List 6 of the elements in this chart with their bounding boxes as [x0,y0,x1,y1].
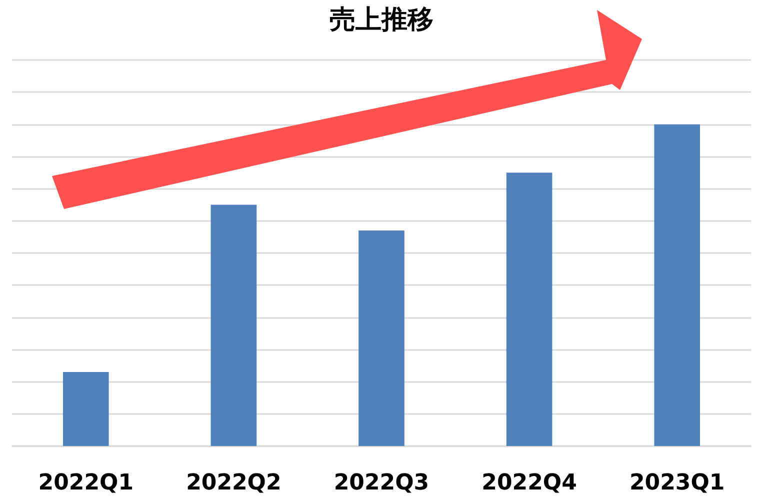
x-tick-label: 2022Q3 [334,470,430,496]
x-tick-label: 2022Q2 [186,470,282,496]
x-tick-label: 2022Q4 [482,470,577,496]
chart-title: 売上推移 [330,5,434,35]
x-tick-label: 2022Q1 [38,470,134,496]
x-tick-label: 2023Q1 [629,470,725,496]
